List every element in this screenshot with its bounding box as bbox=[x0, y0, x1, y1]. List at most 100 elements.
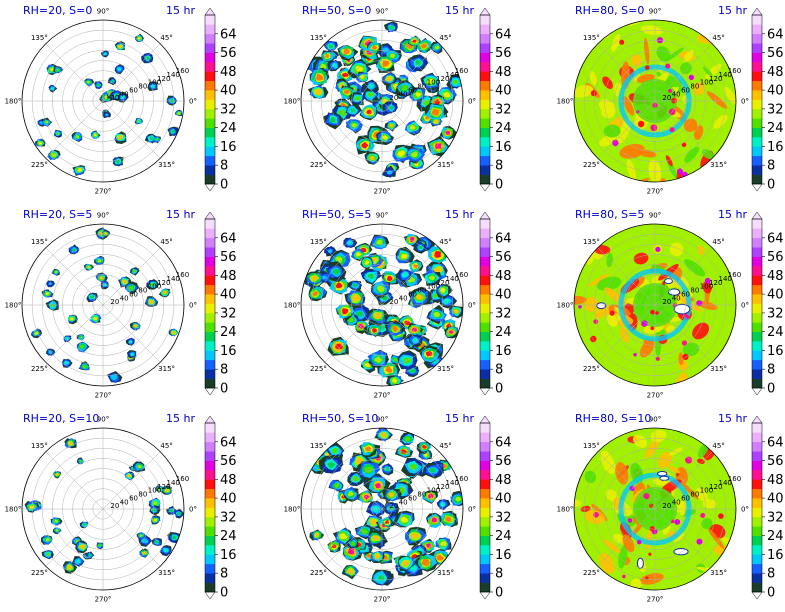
angle-tick-label: 90° bbox=[97, 212, 109, 220]
radial-tick-label: 60 bbox=[681, 86, 690, 94]
colorbar-frame bbox=[751, 14, 763, 185]
angle-tick-label: 45° bbox=[160, 34, 172, 42]
colorbar: 0 8 16 24 32 40 48 56 64 bbox=[751, 415, 784, 601]
colorbar-extend-max bbox=[751, 415, 763, 424]
colorbar-segment bbox=[205, 350, 215, 361]
colorbar-segment bbox=[480, 174, 490, 185]
angle-tick-label: 270° bbox=[95, 188, 112, 196]
radial-tick-label: 20 bbox=[662, 502, 671, 510]
colorbar-segment bbox=[205, 312, 215, 323]
colorbar-tick-label: 16 bbox=[220, 344, 237, 359]
colorbar-segment bbox=[752, 80, 762, 91]
colorbar-tick-label: 0 bbox=[767, 382, 775, 397]
colorbar-segment bbox=[205, 441, 215, 452]
radial-tick-label: 40 bbox=[399, 498, 408, 506]
angle-tick-label: 45° bbox=[160, 442, 172, 450]
angle-tick-label: 225° bbox=[583, 161, 600, 169]
radial-tick-label: 40 bbox=[672, 294, 681, 302]
colorbar-segment bbox=[480, 573, 490, 583]
panel-title: RH=50, S=0 bbox=[302, 4, 371, 17]
colorbar-segment bbox=[205, 535, 215, 546]
colorbar-tick-label: 64 bbox=[767, 231, 784, 246]
colorbar-frame bbox=[751, 218, 763, 389]
angular-grid-line bbox=[654, 43, 713, 102]
angle-tick-label: 0° bbox=[468, 302, 476, 310]
angle-tick-label: 270° bbox=[647, 596, 664, 604]
colorbar-tick-label: 8 bbox=[767, 159, 775, 174]
colorbar-segment bbox=[480, 554, 490, 565]
colorbar-segment bbox=[480, 52, 490, 63]
contour-field bbox=[574, 428, 736, 590]
colorbar-segment bbox=[205, 24, 215, 35]
colorbar-segment bbox=[205, 460, 215, 471]
radial-tick-label: 160 bbox=[728, 271, 741, 279]
colorbar-tick-label: 56 bbox=[495, 454, 512, 469]
colorbar-segment bbox=[480, 80, 490, 91]
colorbar-tick-label: 16 bbox=[495, 548, 512, 563]
angle-tick-label: 180° bbox=[557, 302, 574, 310]
colorbar-tick-label: 64 bbox=[495, 231, 512, 246]
contour-field bbox=[307, 21, 463, 178]
colorbar-segment bbox=[480, 127, 490, 138]
colorbar-segment bbox=[480, 15, 490, 25]
panel-title: RH=20, S=5 bbox=[23, 208, 92, 221]
radial-tick-label: 120 bbox=[157, 75, 170, 83]
colorbar: 0 8 16 24 32 40 48 56 64 bbox=[479, 415, 512, 601]
colorbar-segment bbox=[752, 378, 762, 389]
colorbar-segment bbox=[205, 174, 215, 185]
colorbar-segment bbox=[752, 488, 762, 499]
panel-time-label: 15 hr bbox=[718, 4, 747, 17]
radial-tick-label: 60 bbox=[129, 494, 138, 502]
colorbar-tick-label: 32 bbox=[495, 510, 512, 525]
colorbar-tick-label: 24 bbox=[220, 325, 237, 340]
colorbar-segment bbox=[205, 247, 215, 257]
colorbar-segment bbox=[205, 118, 215, 128]
colorbar-tick-label: 24 bbox=[220, 529, 237, 544]
colorbar-segment bbox=[480, 526, 490, 536]
polar-axes-frame bbox=[21, 427, 185, 591]
angle-tick-label: 0° bbox=[468, 506, 476, 514]
radial-tick-label: 140 bbox=[446, 71, 459, 79]
colorbar: 0 8 16 24 32 40 48 56 64 bbox=[204, 7, 237, 193]
angle-tick-label: 225° bbox=[31, 365, 48, 373]
radial-tick-label: 120 bbox=[436, 279, 449, 287]
radial-tick-label: 60 bbox=[408, 494, 417, 502]
colorbar-segment bbox=[480, 247, 490, 257]
colorbar-tick-label: 56 bbox=[767, 454, 784, 469]
colorbar-segment bbox=[480, 219, 490, 229]
radial-tick-label: 80 bbox=[417, 287, 426, 295]
angular-grid-line bbox=[45, 508, 104, 567]
colorbar-tick-label: 40 bbox=[495, 84, 512, 99]
radial-tick-label: 140 bbox=[446, 479, 459, 487]
colorbar-extend-min bbox=[751, 183, 763, 192]
radial-tick-label: 160 bbox=[455, 475, 468, 483]
colorbar-extend-min bbox=[204, 183, 216, 192]
colorbar-segment bbox=[480, 516, 490, 527]
radial-tick-label: 80 bbox=[417, 491, 426, 499]
radial-tick-label: 140 bbox=[167, 71, 180, 79]
radial-tick-label: 140 bbox=[167, 275, 180, 283]
panel-time-label: 15 hr bbox=[445, 4, 474, 17]
angle-tick-label: 315° bbox=[158, 161, 175, 169]
angle-tick-label: 45° bbox=[712, 34, 724, 42]
colorbar-segment bbox=[480, 90, 490, 100]
colorbar-segment bbox=[480, 432, 490, 443]
colorbar-segment bbox=[480, 228, 490, 239]
colorbar-segment bbox=[480, 71, 490, 82]
colorbar-tick-label: 0 bbox=[220, 382, 228, 397]
colorbar-segment bbox=[205, 275, 215, 286]
colorbar-tick-label: 16 bbox=[495, 344, 512, 359]
colorbar-extend-max bbox=[204, 415, 216, 424]
colorbar-extend-min bbox=[751, 387, 763, 396]
angle-tick-label: 180° bbox=[5, 98, 22, 106]
colorbar-segment bbox=[480, 303, 490, 314]
colorbar-segment bbox=[205, 146, 215, 157]
angle-tick-label: 90° bbox=[376, 212, 388, 220]
angle-tick-label: 0° bbox=[468, 98, 476, 106]
panel-time-label: 15 hr bbox=[718, 208, 747, 221]
colorbar-segment bbox=[752, 265, 762, 276]
colorbar-segment bbox=[752, 43, 762, 53]
angular-grid-line bbox=[654, 508, 713, 567]
colorbar-segment bbox=[480, 582, 490, 593]
